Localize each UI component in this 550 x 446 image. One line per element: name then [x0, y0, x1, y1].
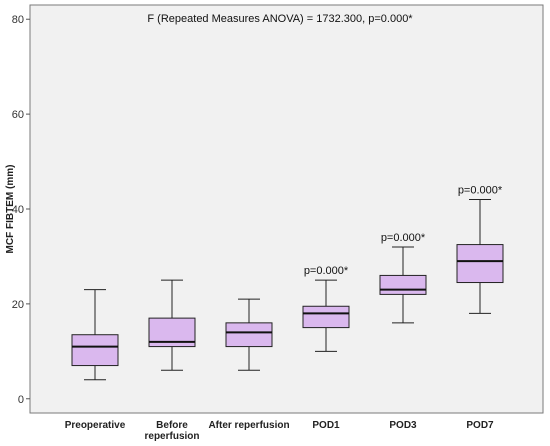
box-iqr [379, 274, 427, 295]
box-iqr [456, 244, 504, 284]
x-axis-labels: Preoperative Before reperfusion After reper… [65, 420, 494, 442]
box-iqr [302, 305, 350, 329]
y-axis: 0 20 40 60 80 [12, 14, 30, 406]
box-iqr [225, 322, 273, 348]
y-tick-label: 20 [12, 299, 24, 311]
x-category-label: POD3 [389, 420, 417, 431]
box-iqr [71, 334, 119, 367]
y-tick-label: 60 [12, 109, 24, 121]
x-category-label: POD1 [312, 420, 340, 431]
significance-label: p=0.000* [304, 265, 349, 277]
boxes-group: p=0.000* p=0.000* p=0.000* [71, 185, 504, 381]
y-axis-title: MCF FIBTEM (mm) [5, 165, 16, 254]
x-category-label: Before reperfusion [144, 420, 199, 442]
y-tick-label: 80 [12, 14, 24, 26]
x-category-label: POD7 [466, 420, 494, 431]
x-category-label: After reperfusion [208, 420, 289, 431]
x-category-label: Preoperative [65, 420, 126, 431]
chart-title: F (Repeated Measures ANOVA) = 1732.300, … [147, 13, 413, 25]
y-tick-label: 40 [12, 204, 24, 216]
y-tick-label: 0 [18, 394, 24, 406]
significance-label: p=0.000* [381, 232, 426, 244]
significance-label: p=0.000* [458, 185, 503, 197]
